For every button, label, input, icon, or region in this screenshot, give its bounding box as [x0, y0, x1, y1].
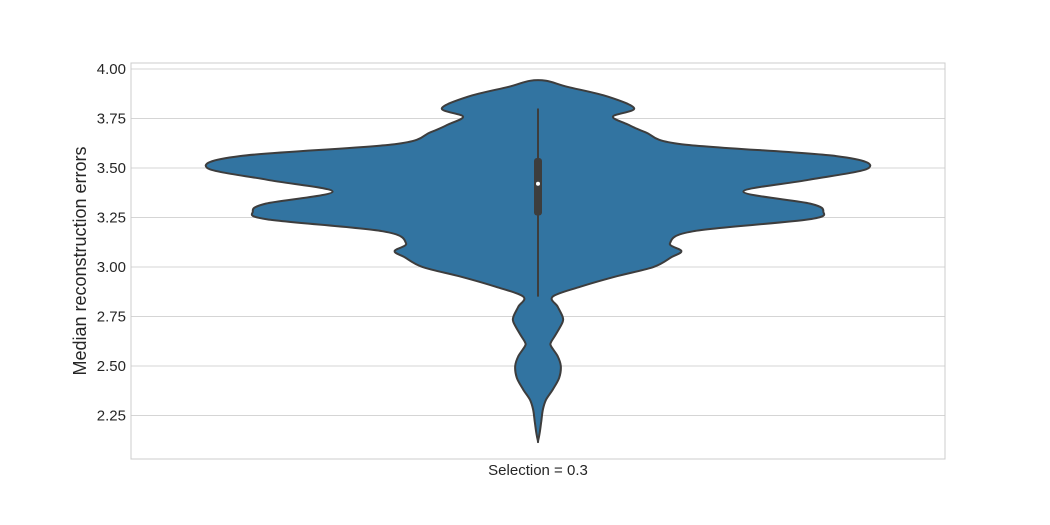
y-tick-label: 3.00 [97, 259, 126, 276]
plot-frame [130, 62, 946, 460]
y-tick-label: 3.25 [97, 209, 126, 226]
y-tick-labels: 2.25 2.50 2.75 3.00 3.25 3.50 3.75 4.00 [97, 61, 126, 425]
y-tick-label: 2.75 [97, 308, 126, 325]
x-category-label: Selection = 0.3 [488, 462, 588, 479]
y-tick-label: 3.75 [97, 110, 126, 127]
y-axis-label: Median reconstruction errors [70, 146, 90, 375]
median-point [536, 181, 540, 186]
y-tick-label: 2.50 [97, 358, 126, 375]
iqr-box [534, 158, 542, 216]
y-tick-label: 2.25 [97, 407, 126, 424]
y-tick-label: 3.50 [97, 160, 126, 177]
y-tick-label: 4.00 [97, 61, 126, 78]
